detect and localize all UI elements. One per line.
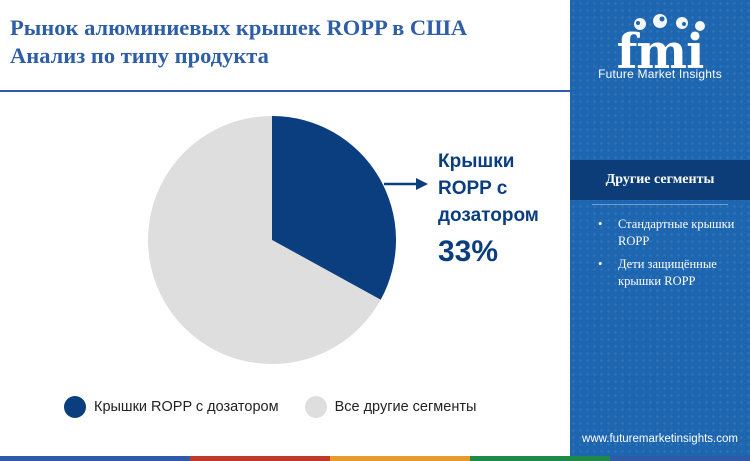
globe-icon xyxy=(634,14,705,31)
strip-segment xyxy=(190,456,330,461)
segment-item-child-resistant: Дети защищённые крышки ROPP xyxy=(598,256,738,290)
callout-value: 33% xyxy=(438,235,499,268)
other-segments-header: Другие сегменты xyxy=(570,160,750,200)
strip-segment xyxy=(470,456,610,461)
chart-legend: Крышки ROPP с дозатором Все другие сегме… xyxy=(64,395,502,419)
other-segments-list: Стандартные крышки ROPP Дети защищённые … xyxy=(598,216,738,296)
strip-segment xyxy=(0,456,190,461)
legend-item-dispenser: Крышки ROPP с дозатором xyxy=(64,396,279,418)
callout-arrow-head xyxy=(416,178,428,190)
segments-divider xyxy=(592,204,728,205)
pie-slice-others xyxy=(147,116,381,364)
title-line-1: Рынок алюминиевых крышек ROPP в США xyxy=(10,15,468,40)
sidebar: fmi Future Market Insights Другие сегмен… xyxy=(570,0,750,456)
pie-slice-dispenser xyxy=(272,116,396,300)
segment-item-standard: Стандартные крышки ROPP xyxy=(598,216,738,250)
logo-caption: Future Market Insights xyxy=(598,67,722,81)
pie-chart xyxy=(147,116,428,364)
page-title: Рынок алюминиевых крышек ROPP в США Анал… xyxy=(10,14,570,70)
legend-swatch-dispenser xyxy=(64,396,86,418)
legend-item-others: Все другие сегменты xyxy=(304,396,477,418)
strip-segment xyxy=(610,456,750,461)
title-underline xyxy=(0,90,570,92)
legend-swatch-others xyxy=(304,396,327,418)
logo-wordmark: fmi xyxy=(617,24,704,80)
legend-label-dispenser: Крышки ROPP с дозатором xyxy=(94,399,279,415)
callout-label: Крышки ROPP с дозатором xyxy=(438,151,539,226)
legend-label-others: Все другие сегменты xyxy=(334,399,477,415)
title-line-2: Анализ по типу продукта xyxy=(10,43,269,68)
bottom-color-strip xyxy=(0,456,750,461)
strip-segment xyxy=(330,456,470,461)
fmi-logo: fmi xyxy=(617,14,705,80)
website-link[interactable]: www.futuremarketinsights.com xyxy=(582,433,738,445)
